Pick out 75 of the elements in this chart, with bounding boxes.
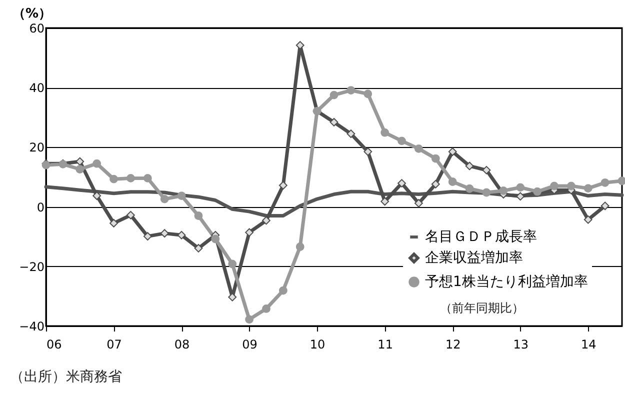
legend-label: 名目ＧＤＰ成長率 (425, 229, 537, 245)
point (398, 136, 406, 146)
y-tick-label: 60 (29, 22, 44, 36)
point (516, 183, 525, 192)
x-tick-label: 08 (174, 338, 190, 352)
point (364, 90, 372, 98)
y-axis-title: （%） (12, 6, 52, 22)
point (600, 178, 610, 187)
point (245, 228, 254, 237)
x-tick-label: 12 (445, 338, 461, 352)
text: （出所）米商務省 (10, 368, 122, 386)
legend-label: 企業収益増加率 (425, 249, 523, 266)
point (92, 192, 102, 200)
y-tick-label: −40 (19, 320, 44, 334)
point (160, 229, 169, 238)
point (380, 128, 390, 137)
point (431, 180, 440, 188)
point (550, 182, 558, 190)
x-tick-label: 13 (513, 338, 528, 352)
x-tick-label: 06 (46, 338, 62, 352)
point (482, 166, 491, 174)
x-tick-label: 09 (242, 338, 258, 352)
point (431, 154, 440, 163)
x-tick-label: 07 (106, 338, 122, 352)
point (499, 186, 508, 195)
point (228, 260, 237, 268)
point (262, 304, 270, 313)
point (448, 147, 457, 156)
point (278, 286, 288, 295)
point (211, 234, 220, 244)
point (618, 176, 625, 186)
point (126, 210, 135, 220)
point (296, 242, 304, 251)
point (330, 90, 338, 100)
annotation: （前年同期比） (440, 300, 524, 317)
point (346, 86, 356, 94)
point (262, 216, 270, 225)
point (143, 174, 152, 182)
point (194, 212, 203, 220)
x-tick-label: 14 (580, 338, 596, 352)
point (566, 182, 576, 190)
point (126, 174, 135, 182)
point (482, 188, 491, 197)
point (414, 199, 423, 208)
point (465, 162, 474, 170)
point (448, 178, 457, 186)
y-tick-label: 0 (36, 200, 44, 214)
point (92, 159, 102, 168)
point (110, 174, 118, 184)
y-tick-label: 40 (29, 81, 44, 96)
point (398, 179, 406, 188)
point (600, 202, 610, 210)
point (194, 244, 203, 252)
point (110, 218, 118, 228)
point (330, 118, 338, 126)
point (245, 315, 254, 324)
point (414, 144, 423, 153)
point (278, 181, 288, 190)
y-tick-label: −20 (19, 260, 44, 274)
point (177, 192, 186, 200)
point (584, 184, 592, 193)
point (143, 232, 152, 241)
point (584, 215, 592, 224)
point (160, 194, 169, 204)
point (346, 130, 356, 138)
x-tick-label: 10 (310, 338, 326, 352)
point (380, 197, 390, 206)
point (465, 184, 474, 193)
legend-label: 予想1株当たり利益増加率 (425, 273, 588, 290)
y-tick-label: 20 (29, 140, 44, 155)
point (364, 147, 372, 156)
point (76, 165, 84, 174)
point (296, 41, 304, 50)
point (76, 157, 84, 166)
x-tick-label: 11 (378, 338, 393, 352)
